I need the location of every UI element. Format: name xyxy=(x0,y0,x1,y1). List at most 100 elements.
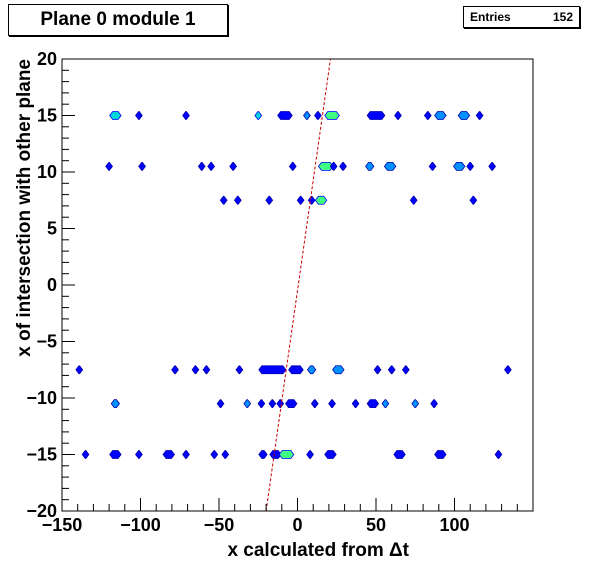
heatmap-cell xyxy=(324,450,337,459)
y-tick-label: −20 xyxy=(26,501,57,521)
heatmap-cell xyxy=(182,450,190,459)
y-axis: −20 −15 −10 −5 0 5 10 15 20 xyxy=(26,49,75,521)
heatmap-cell xyxy=(411,399,420,409)
heatmap-cell xyxy=(258,450,268,459)
y-tick-label: −5 xyxy=(36,332,57,352)
x-axis-label: x calculated from Δt xyxy=(227,540,409,561)
heatmap-cell xyxy=(135,450,143,459)
heatmap-cell xyxy=(430,399,438,409)
heatmap-cell xyxy=(277,111,293,120)
heatmap-cell xyxy=(276,399,285,409)
y-tick-label: 15 xyxy=(37,106,57,126)
heatmap-cell xyxy=(329,161,338,171)
heatmap-cell xyxy=(258,365,287,375)
heatmap-cell xyxy=(75,365,84,375)
heatmap-cell xyxy=(307,195,316,205)
heatmap-cell xyxy=(221,450,230,459)
heatmap-cell xyxy=(81,450,90,459)
heatmap-cell xyxy=(314,195,328,205)
y-tick-label: 10 xyxy=(37,162,57,182)
heatmap-cell xyxy=(469,195,478,205)
heatmap-cell xyxy=(216,399,225,409)
heatmap-cell xyxy=(366,399,380,409)
stats-entries-value: 152 xyxy=(552,10,573,24)
heatmap-cell xyxy=(197,161,206,171)
y-tick-label: 20 xyxy=(37,49,57,69)
heatmap-cell xyxy=(210,450,219,459)
heatmap-cell xyxy=(409,195,418,205)
heatmap-cell xyxy=(233,195,242,205)
heatmap-cell xyxy=(351,399,360,409)
heatmap-cell xyxy=(303,111,311,120)
stats-entries-label: Entries xyxy=(470,10,511,24)
heatmap-cell xyxy=(219,195,228,205)
stats-box: Entries 152 xyxy=(463,6,580,28)
heatmap-cell xyxy=(488,161,497,171)
y-tick-label: 5 xyxy=(47,219,57,239)
heatmap-cell xyxy=(504,365,512,375)
heatmap-cell xyxy=(434,111,447,120)
heatmap-cell xyxy=(387,365,396,375)
heatmap-cell xyxy=(202,365,211,375)
x-tick-label: −100 xyxy=(120,515,161,535)
heatmap-cell xyxy=(243,399,252,409)
heatmap-cell xyxy=(191,365,200,375)
x-tick-label: 50 xyxy=(366,515,386,535)
heatmap-cell xyxy=(207,161,216,171)
heatmap-cell xyxy=(171,365,179,375)
heatmap-cell xyxy=(434,450,447,459)
heatmap-cell xyxy=(288,365,304,375)
heatmap-cell xyxy=(310,399,319,409)
heatmap-cell xyxy=(288,161,297,171)
x-tick-label: 0 xyxy=(292,515,302,535)
heatmap-cell xyxy=(235,365,244,375)
chart-title-box: Plane 0 module 1 xyxy=(8,4,228,36)
heatmap-cell xyxy=(182,111,190,120)
heatmap-cell xyxy=(314,111,322,120)
heatmap-cell xyxy=(138,161,146,171)
heatmap-cell xyxy=(423,111,432,120)
heatmap-cell xyxy=(109,111,122,120)
heatmap-cell xyxy=(328,399,336,409)
heatmap-cell xyxy=(278,450,295,459)
x-tick-label: 100 xyxy=(439,515,469,535)
heatmap-cell xyxy=(475,111,484,120)
y-axis-label: x of intersection with other plane xyxy=(14,59,35,357)
heatmap-cell xyxy=(394,111,402,120)
heatmap-cell xyxy=(268,399,277,409)
heatmap-cell xyxy=(383,161,397,171)
heatmap-cell xyxy=(453,161,466,171)
heatmap-cell xyxy=(229,161,237,171)
heatmap-cell xyxy=(296,195,305,205)
x-axis: −150 −100 −50 0 50 100 xyxy=(42,498,534,535)
heatmap-cell xyxy=(254,111,263,120)
heatmap-cell xyxy=(109,450,122,459)
heatmap-cell xyxy=(494,450,503,459)
heatmap-cell xyxy=(428,161,437,171)
heatmap-cell xyxy=(110,399,121,409)
plot-frame xyxy=(61,58,534,512)
x-tick-label: −150 xyxy=(42,515,83,535)
x-tick-label: −50 xyxy=(204,515,235,535)
heatmap-cell xyxy=(332,365,345,375)
heatmap-cell xyxy=(365,161,375,171)
heatmap-cell xyxy=(366,111,386,120)
heatmap-cell xyxy=(381,399,390,409)
heatmap-cell xyxy=(373,365,382,375)
heatmap-cell xyxy=(401,365,410,375)
y-tick-label: 0 xyxy=(47,275,57,295)
heatmap-cell xyxy=(162,450,175,459)
heatmap-cell xyxy=(265,195,274,205)
heatmap-cell xyxy=(457,111,471,120)
heatmap-cell xyxy=(324,111,340,120)
fit-line xyxy=(265,58,331,512)
heatmap-cells xyxy=(75,111,512,459)
y-tick-label: −10 xyxy=(26,388,57,408)
chart-title: Plane 0 module 1 xyxy=(40,9,196,30)
heatmap-cell xyxy=(257,399,266,409)
heatmap-cell xyxy=(285,399,298,409)
heatmap-cell xyxy=(105,161,113,171)
heatmap-cell xyxy=(306,365,317,375)
y-tick-label: −15 xyxy=(26,445,57,465)
